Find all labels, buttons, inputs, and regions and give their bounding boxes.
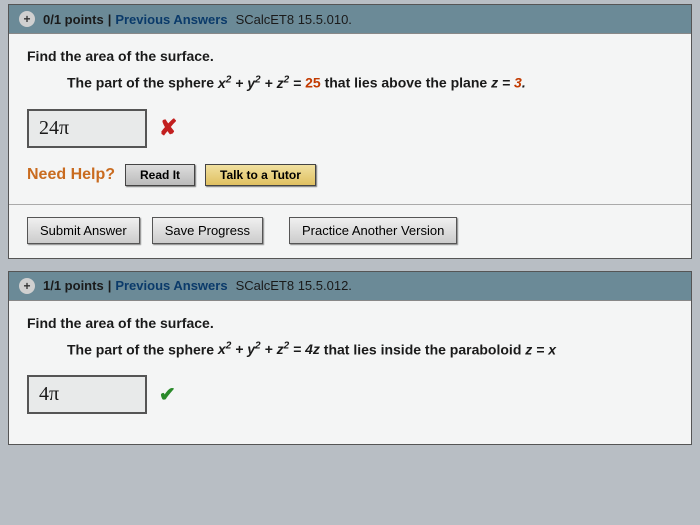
practice-another-button[interactable]: Practice Another Version — [289, 217, 457, 244]
problem-text: The part of the sphere x2 + y2 + z2 = 25… — [67, 74, 673, 91]
wrong-icon: ✘ — [159, 115, 177, 141]
problem-suffix: that lies inside the paraboloid — [324, 341, 525, 357]
divider — [9, 204, 691, 205]
separator: | — [108, 12, 112, 27]
prompt-text: Find the area of the surface. — [27, 48, 673, 64]
save-progress-button[interactable]: Save Progress — [152, 217, 263, 244]
read-it-button[interactable]: Read It — [125, 164, 195, 186]
source-label: SCalcET8 15.5.012. — [236, 278, 352, 293]
problem-prefix: The part of the sphere — [67, 75, 218, 91]
equation-value: 25 — [305, 75, 321, 91]
answer-input[interactable]: 24π — [27, 109, 147, 148]
answer-row: 24π ✘ — [27, 109, 673, 148]
problem-prefix: The part of the sphere — [67, 341, 218, 357]
equation: x2 + y2 + z2 = — [218, 75, 305, 91]
problem-text: The part of the sphere x2 + y2 + z2 = 4z… — [67, 341, 673, 358]
equation: x2 + y2 + z2 = 4z — [218, 341, 320, 357]
answer-row: 4π ✔ — [27, 375, 673, 414]
action-row: Submit Answer Save Progress Practice Ano… — [27, 217, 673, 244]
expand-icon[interactable]: + — [19, 11, 35, 27]
separator: | — [108, 278, 112, 293]
talk-to-tutor-button[interactable]: Talk to a Tutor — [205, 164, 316, 186]
need-help-row: Need Help? Read It Talk to a Tutor — [27, 164, 673, 186]
expand-icon[interactable]: + — [19, 278, 35, 294]
answer-input[interactable]: 4π — [27, 375, 147, 414]
question-1-content: Find the area of the surface. The part o… — [9, 33, 691, 258]
plane-eq: z = 3. — [491, 75, 526, 91]
question-1-header: + 0/1 points | Previous Answers SCalcET8… — [9, 5, 691, 33]
paraboloid-eq: z = x — [525, 341, 556, 357]
question-2: + 1/1 points | Previous Answers SCalcET8… — [8, 271, 692, 446]
question-1: + 0/1 points | Previous Answers SCalcET8… — [8, 4, 692, 259]
need-help-label: Need Help? — [27, 166, 115, 184]
submit-answer-button[interactable]: Submit Answer — [27, 217, 140, 244]
points-label: 0/1 points — [43, 12, 104, 27]
source-label: SCalcET8 15.5.010. — [236, 12, 352, 27]
problem-suffix: that lies above the plane — [325, 75, 492, 91]
question-2-header: + 1/1 points | Previous Answers SCalcET8… — [9, 272, 691, 300]
prompt-text: Find the area of the surface. — [27, 315, 673, 331]
correct-icon: ✔ — [159, 382, 176, 407]
question-2-content: Find the area of the surface. The part o… — [9, 300, 691, 445]
previous-answers-link[interactable]: Previous Answers — [115, 12, 227, 27]
previous-answers-link[interactable]: Previous Answers — [115, 278, 227, 293]
points-label: 1/1 points — [43, 278, 104, 293]
